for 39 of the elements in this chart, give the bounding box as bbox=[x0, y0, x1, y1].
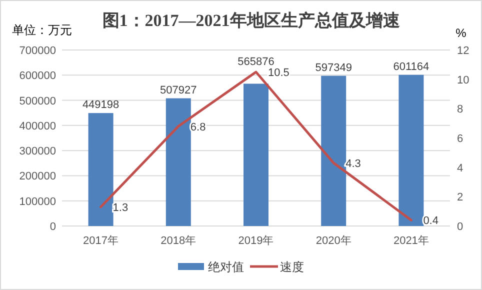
x-tick-label: 2021年 bbox=[393, 235, 429, 247]
data-label: 597349 bbox=[315, 62, 352, 74]
legend-label: 绝对值 bbox=[208, 260, 244, 274]
bar bbox=[88, 113, 114, 226]
y-tick-label: 0 bbox=[50, 221, 56, 233]
x-tick-label: 2018年 bbox=[160, 235, 196, 247]
bar bbox=[244, 84, 268, 226]
y2-axis-title: % bbox=[456, 26, 467, 40]
y2-tick-label: 4 bbox=[457, 162, 464, 174]
data-label: 6.8 bbox=[190, 121, 206, 134]
y2-tick-label: 0 bbox=[457, 221, 464, 233]
data-label: 10.5 bbox=[268, 67, 290, 79]
x-tick-label: 2020年 bbox=[316, 235, 352, 247]
y-tick-label: 700000 bbox=[19, 45, 56, 57]
data-label: 565876 bbox=[238, 56, 274, 68]
x-tick-label: 2019年 bbox=[238, 235, 274, 247]
y-axis-title: 单位：万元 bbox=[12, 23, 72, 37]
y2-tick-label: 2 bbox=[457, 192, 464, 204]
data-label: 1.3 bbox=[112, 202, 128, 214]
y-tick-label: 400000 bbox=[19, 120, 56, 132]
chart-title: 图1：2017—2021年地区生产总值及增速 bbox=[102, 11, 400, 30]
y2-tick-label: 10 bbox=[457, 74, 470, 86]
y-tick-label: 100000 bbox=[19, 196, 56, 208]
bar bbox=[321, 76, 346, 226]
y2-tick-label: 6 bbox=[457, 133, 464, 145]
y2-tick-label: 12 bbox=[457, 45, 470, 57]
legend-label: 速度 bbox=[280, 260, 304, 274]
y-tick-label: 200000 bbox=[19, 170, 56, 183]
x-tick-label: 2017年 bbox=[83, 235, 119, 247]
data-label: 507927 bbox=[160, 84, 197, 96]
data-label: 0.4 bbox=[423, 215, 438, 228]
y-tick-label: 500000 bbox=[19, 95, 56, 108]
bar bbox=[166, 98, 191, 226]
data-label: 449198 bbox=[82, 99, 120, 112]
y-tick-label: 300000 bbox=[19, 146, 56, 158]
bar bbox=[398, 74, 424, 226]
y-tick-label: 600000 bbox=[19, 70, 56, 82]
data-label: 601164 bbox=[393, 60, 430, 73]
y2-tick-label: 8 bbox=[457, 104, 464, 116]
